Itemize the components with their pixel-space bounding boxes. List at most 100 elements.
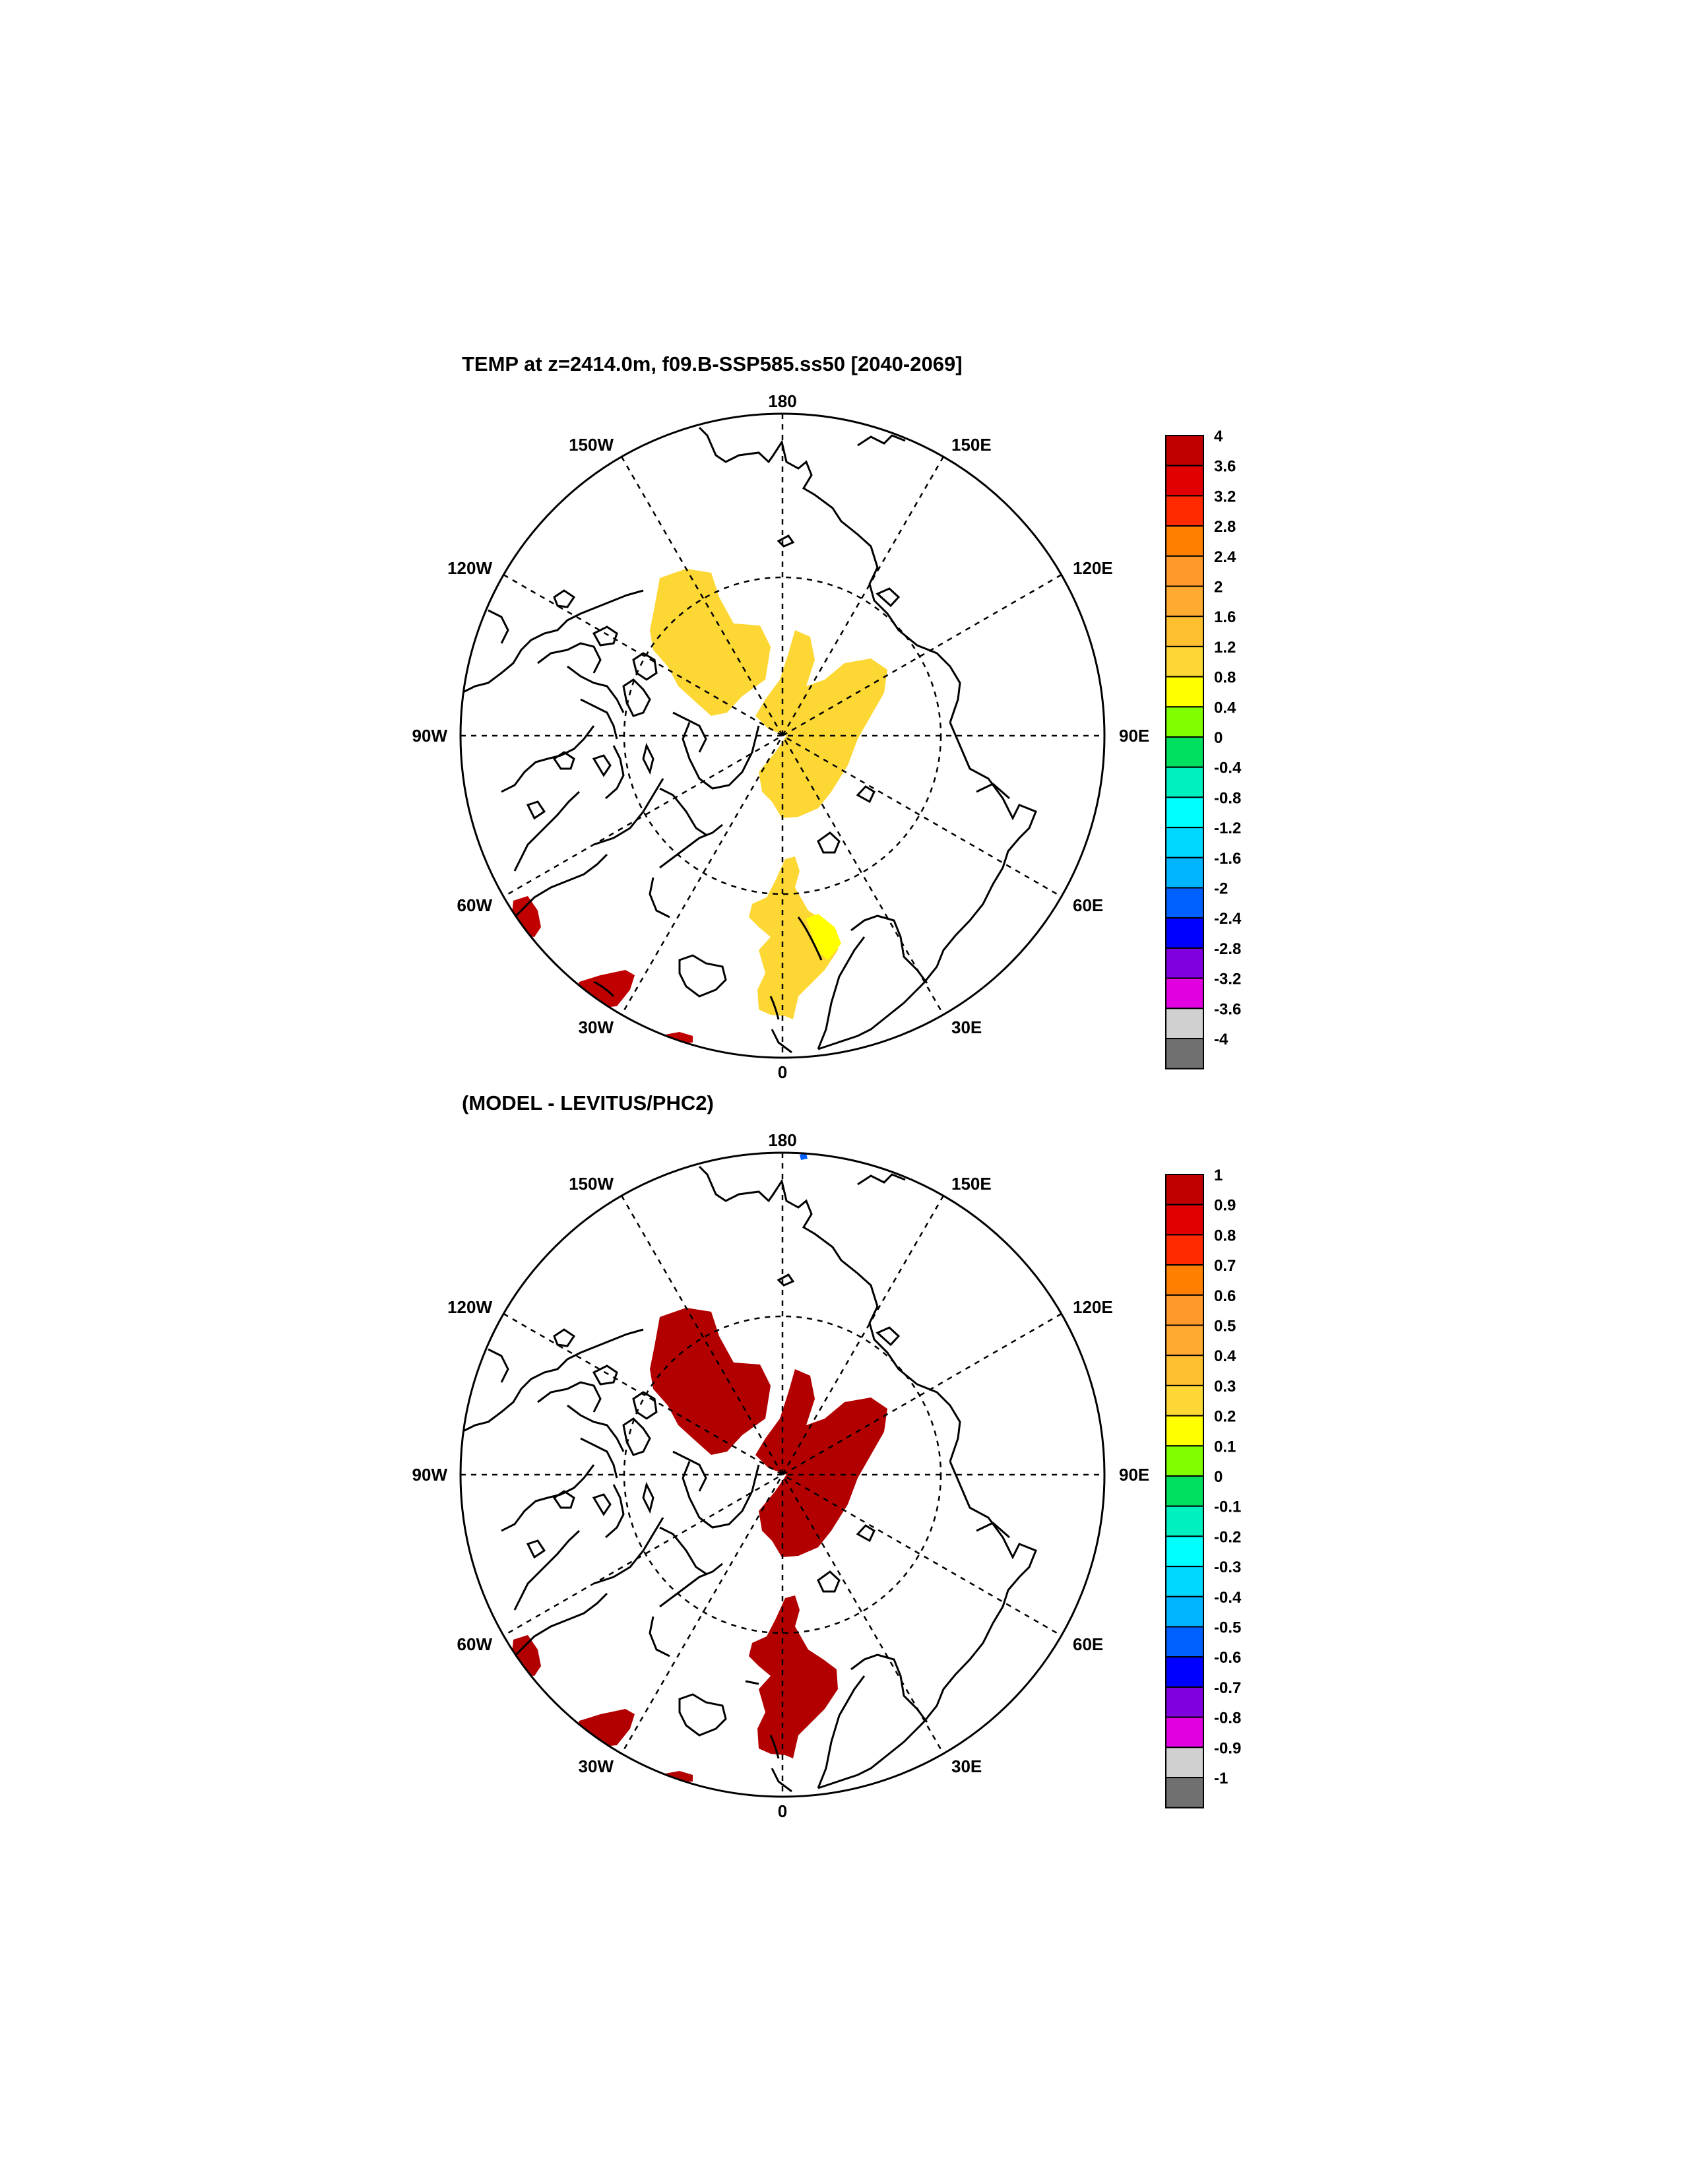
colorbar-tick-label: -0.1 (1214, 1498, 1241, 1516)
lon-label-30w: 30W (579, 1756, 614, 1776)
colorbar-swatch (1165, 827, 1204, 858)
lon-label-60w: 60W (457, 895, 493, 915)
anomaly-field (511, 569, 887, 1044)
colorbar-swatch (1165, 1415, 1204, 1447)
colorbar-swatch (1165, 947, 1204, 979)
colorbar-tick-label: 2.4 (1214, 548, 1236, 566)
colorbar-tick-label: -3.6 (1214, 1000, 1241, 1018)
coastlines (461, 1165, 1037, 1793)
colorbar-swatch (1165, 616, 1204, 647)
colorbar-tick-label: -0.8 (1214, 789, 1241, 807)
lon-label-120w: 120W (447, 1297, 492, 1317)
panel-bottom: (MODEL - LEVITUS/PHC2) (412, 1091, 1242, 1821)
colorbar-swatch (1165, 1595, 1204, 1628)
colorbar-swatch (1165, 887, 1204, 919)
fram-strait-anomaly (749, 856, 838, 1019)
colorbar-swatch (1165, 1535, 1204, 1568)
panel-top: TEMP at z=2414.0m, f09.B-SSP585.ss50 [20… (412, 352, 1242, 1082)
colorbar: 4 3.6 3.2 2.8 2.4 2 1.6 1.2 0.8 0.4 0 -0.4 -0.8 -1.2 -… (1165, 428, 1242, 1070)
panel-title: (MODEL - LEVITUS/PHC2) (462, 1091, 714, 1114)
colorbar-swatch (1165, 1038, 1204, 1070)
colorbar-tick-label: -2 (1214, 880, 1228, 898)
colorbar-swatch (1165, 1505, 1204, 1537)
lon-label-120e: 120E (1073, 1297, 1113, 1317)
lon-label-0: 0 (778, 1062, 787, 1082)
lon-label-180: 180 (768, 391, 796, 411)
graticule (461, 1153, 1104, 1797)
colorbar-tick-labels: 1 0.9 0.8 0.7 0.6 0.5 0.4 0.3 0.2 0.1 0 -0.1 -0.2 -0.… (1214, 1167, 1242, 1787)
lon-label-30e: 30E (951, 1756, 982, 1776)
lon-label-150w: 150W (569, 435, 614, 455)
colorbar-swatches (1165, 435, 1204, 1070)
colorbar-tick-label: -4 (1214, 1031, 1228, 1048)
map-boundary (459, 412, 1106, 1059)
colorbar-swatch (1165, 1445, 1204, 1477)
colorbar-tick-label: -2.4 (1214, 910, 1242, 928)
colorbar-tick-label: 0.7 (1214, 1257, 1236, 1275)
colorbar-tick-label: 0.9 (1214, 1197, 1236, 1215)
colorbar-tick-label: -0.5 (1214, 1619, 1241, 1637)
colorbar-swatch (1165, 1355, 1204, 1386)
colorbar-swatch (1165, 555, 1204, 587)
lon-label-0: 0 (778, 1801, 787, 1821)
map-boundary (459, 1151, 1106, 1798)
pole-anomaly (755, 630, 887, 818)
anomaly-contour (593, 916, 823, 1020)
colorbar-tick-label: 0.4 (1214, 1347, 1236, 1365)
colorbar-swatch (1165, 645, 1204, 678)
colorbar-swatches (1165, 1174, 1204, 1809)
colorbar-tick-label: 3.2 (1214, 488, 1236, 505)
lon-label-150e: 150E (951, 435, 992, 455)
colorbar-swatch (1165, 917, 1204, 949)
colorbar-tick-label: 0.3 (1214, 1378, 1236, 1396)
colorbar-swatch (1165, 706, 1204, 738)
colorbar: 1 0.9 0.8 0.7 0.6 0.5 0.4 0.3 0.2 0.1 0 -0.1 -0.2 -0.… (1165, 1167, 1242, 1809)
lon-label-90e: 90E (1119, 726, 1149, 746)
colorbar-swatch (1165, 495, 1204, 527)
colorbar-tick-label: -0.4 (1214, 759, 1242, 777)
polar-map (459, 1151, 1106, 1798)
colorbar-tick-label: 2 (1214, 579, 1223, 596)
colorbar-tick-label: 1.6 (1214, 608, 1236, 626)
colorbar-swatch (1165, 435, 1204, 466)
colorbar-swatch (1165, 1777, 1204, 1809)
fram-strait-anomaly (749, 1595, 838, 1758)
colorbar-tick-label: 0 (1214, 1468, 1223, 1486)
colorbar-tick-label: 0.5 (1214, 1318, 1236, 1335)
lon-label-150e: 150E (951, 1174, 992, 1194)
colorbar-swatch (1165, 1475, 1204, 1507)
colorbar-tick-label: -1 (1214, 1770, 1228, 1787)
colorbar-tick-label: -0.2 (1214, 1528, 1241, 1546)
iceland-anomaly (663, 1032, 693, 1044)
colorbar-tick-label: 0 (1214, 729, 1223, 747)
colorbar-swatch (1165, 796, 1204, 829)
canada-basin-anomaly (650, 569, 771, 716)
colorbar-tick-label: -2.8 (1214, 940, 1241, 958)
colorbar-tick-label: -0.6 (1214, 1649, 1241, 1667)
longitude-labels: 180 150E 120E 90E 60E 30E 0 30W 60W 90W … (412, 1130, 1150, 1821)
lon-label-60e: 60E (1073, 895, 1103, 915)
graticule (461, 414, 1104, 1058)
lon-label-120e: 120E (1073, 558, 1113, 578)
negative-anomaly-spot (800, 1153, 808, 1160)
lon-label-90e: 90E (1119, 1465, 1149, 1485)
lon-label-30e: 30E (951, 1017, 982, 1037)
colorbar-tick-label: 0.4 (1214, 699, 1236, 717)
colorbar-swatch (1165, 1008, 1204, 1040)
colorbar-swatch (1165, 1626, 1204, 1658)
panel-title: TEMP at z=2414.0m, f09.B-SSP585.ss50 [20… (462, 352, 963, 375)
colorbar-swatch (1165, 1716, 1204, 1749)
colorbar-swatch (1165, 856, 1204, 889)
colorbar-tick-label: 0.8 (1214, 669, 1236, 687)
lon-label-60e: 60E (1073, 1634, 1103, 1654)
anomaly-contour (745, 1680, 780, 1759)
lon-label-180: 180 (768, 1130, 796, 1150)
colorbar-swatch (1165, 1264, 1204, 1296)
canada-basin-anomaly (650, 1308, 771, 1455)
colorbar-swatch (1165, 1656, 1204, 1688)
colorbar-swatch (1165, 525, 1204, 557)
colorbar-swatch (1165, 766, 1204, 798)
colorbar-swatch (1165, 585, 1204, 618)
colorbar-tick-label: 0.8 (1214, 1227, 1236, 1244)
colorbar-tick-label: -0.3 (1214, 1558, 1241, 1576)
